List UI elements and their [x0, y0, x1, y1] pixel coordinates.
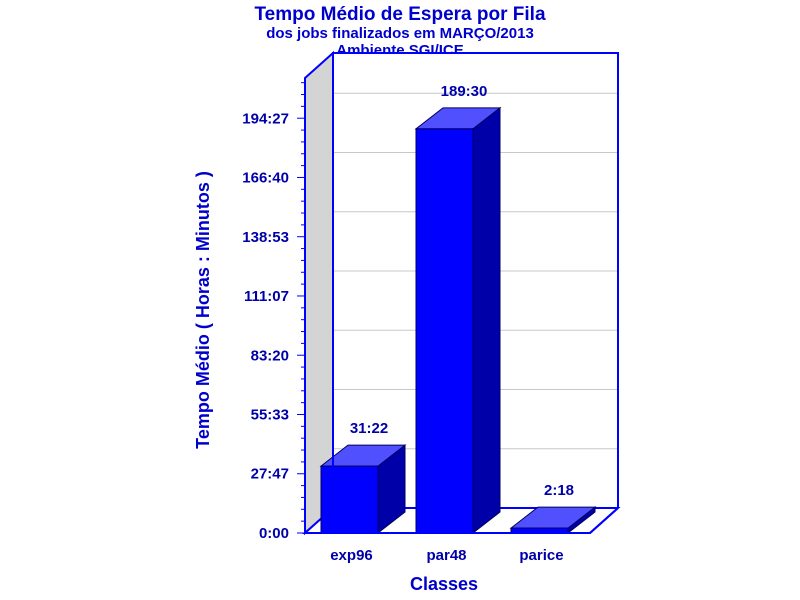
data-label: 2:18 [544, 482, 574, 499]
x-tick-label: parice [519, 547, 563, 564]
x-tick-label: par48 [426, 547, 466, 564]
plot-frame [305, 52, 619, 534]
y-tick-label: 55:33 [251, 407, 289, 424]
y-axis: 0:00 27:47 55:33 83:20 111:07 138:53 166:40 194… [242, 78, 306, 542]
bar [415, 128, 474, 534]
x-tick-label: exp96 [330, 547, 373, 564]
y-tick-label: 83:20 [251, 347, 289, 364]
y-tick-label: 138:53 [242, 229, 289, 246]
bar-group: 31:22 [319, 420, 407, 535]
y-tick-label: 166:40 [242, 170, 289, 187]
chart-subtitle-line-1: dos jobs finalizados em MARÇO/2013 [266, 25, 534, 42]
x-axis-title: Classes [410, 574, 478, 594]
y-tick-label: 194:27 [242, 110, 289, 127]
y-axis-title: Tempo Médio ( Horas : Minutos ) [193, 171, 213, 449]
bar-group: 189:30 [414, 83, 502, 535]
bar-side [472, 106, 501, 535]
data-label: 189:30 [441, 83, 488, 100]
chart-title: Tempo Médio de Espera por Fila [254, 4, 545, 25]
y-tick-label: 0:00 [259, 525, 289, 542]
x-axis: exp96 par48 parice [330, 547, 563, 564]
frame-edge [589, 507, 619, 534]
data-label: 31:22 [350, 420, 388, 437]
y-tick-label: 111:07 [244, 288, 289, 305]
bar-group: 2:18 [509, 482, 597, 535]
frame-back [332, 52, 619, 508]
bar [320, 465, 379, 534]
y-tick-label: 27:47 [251, 466, 289, 483]
